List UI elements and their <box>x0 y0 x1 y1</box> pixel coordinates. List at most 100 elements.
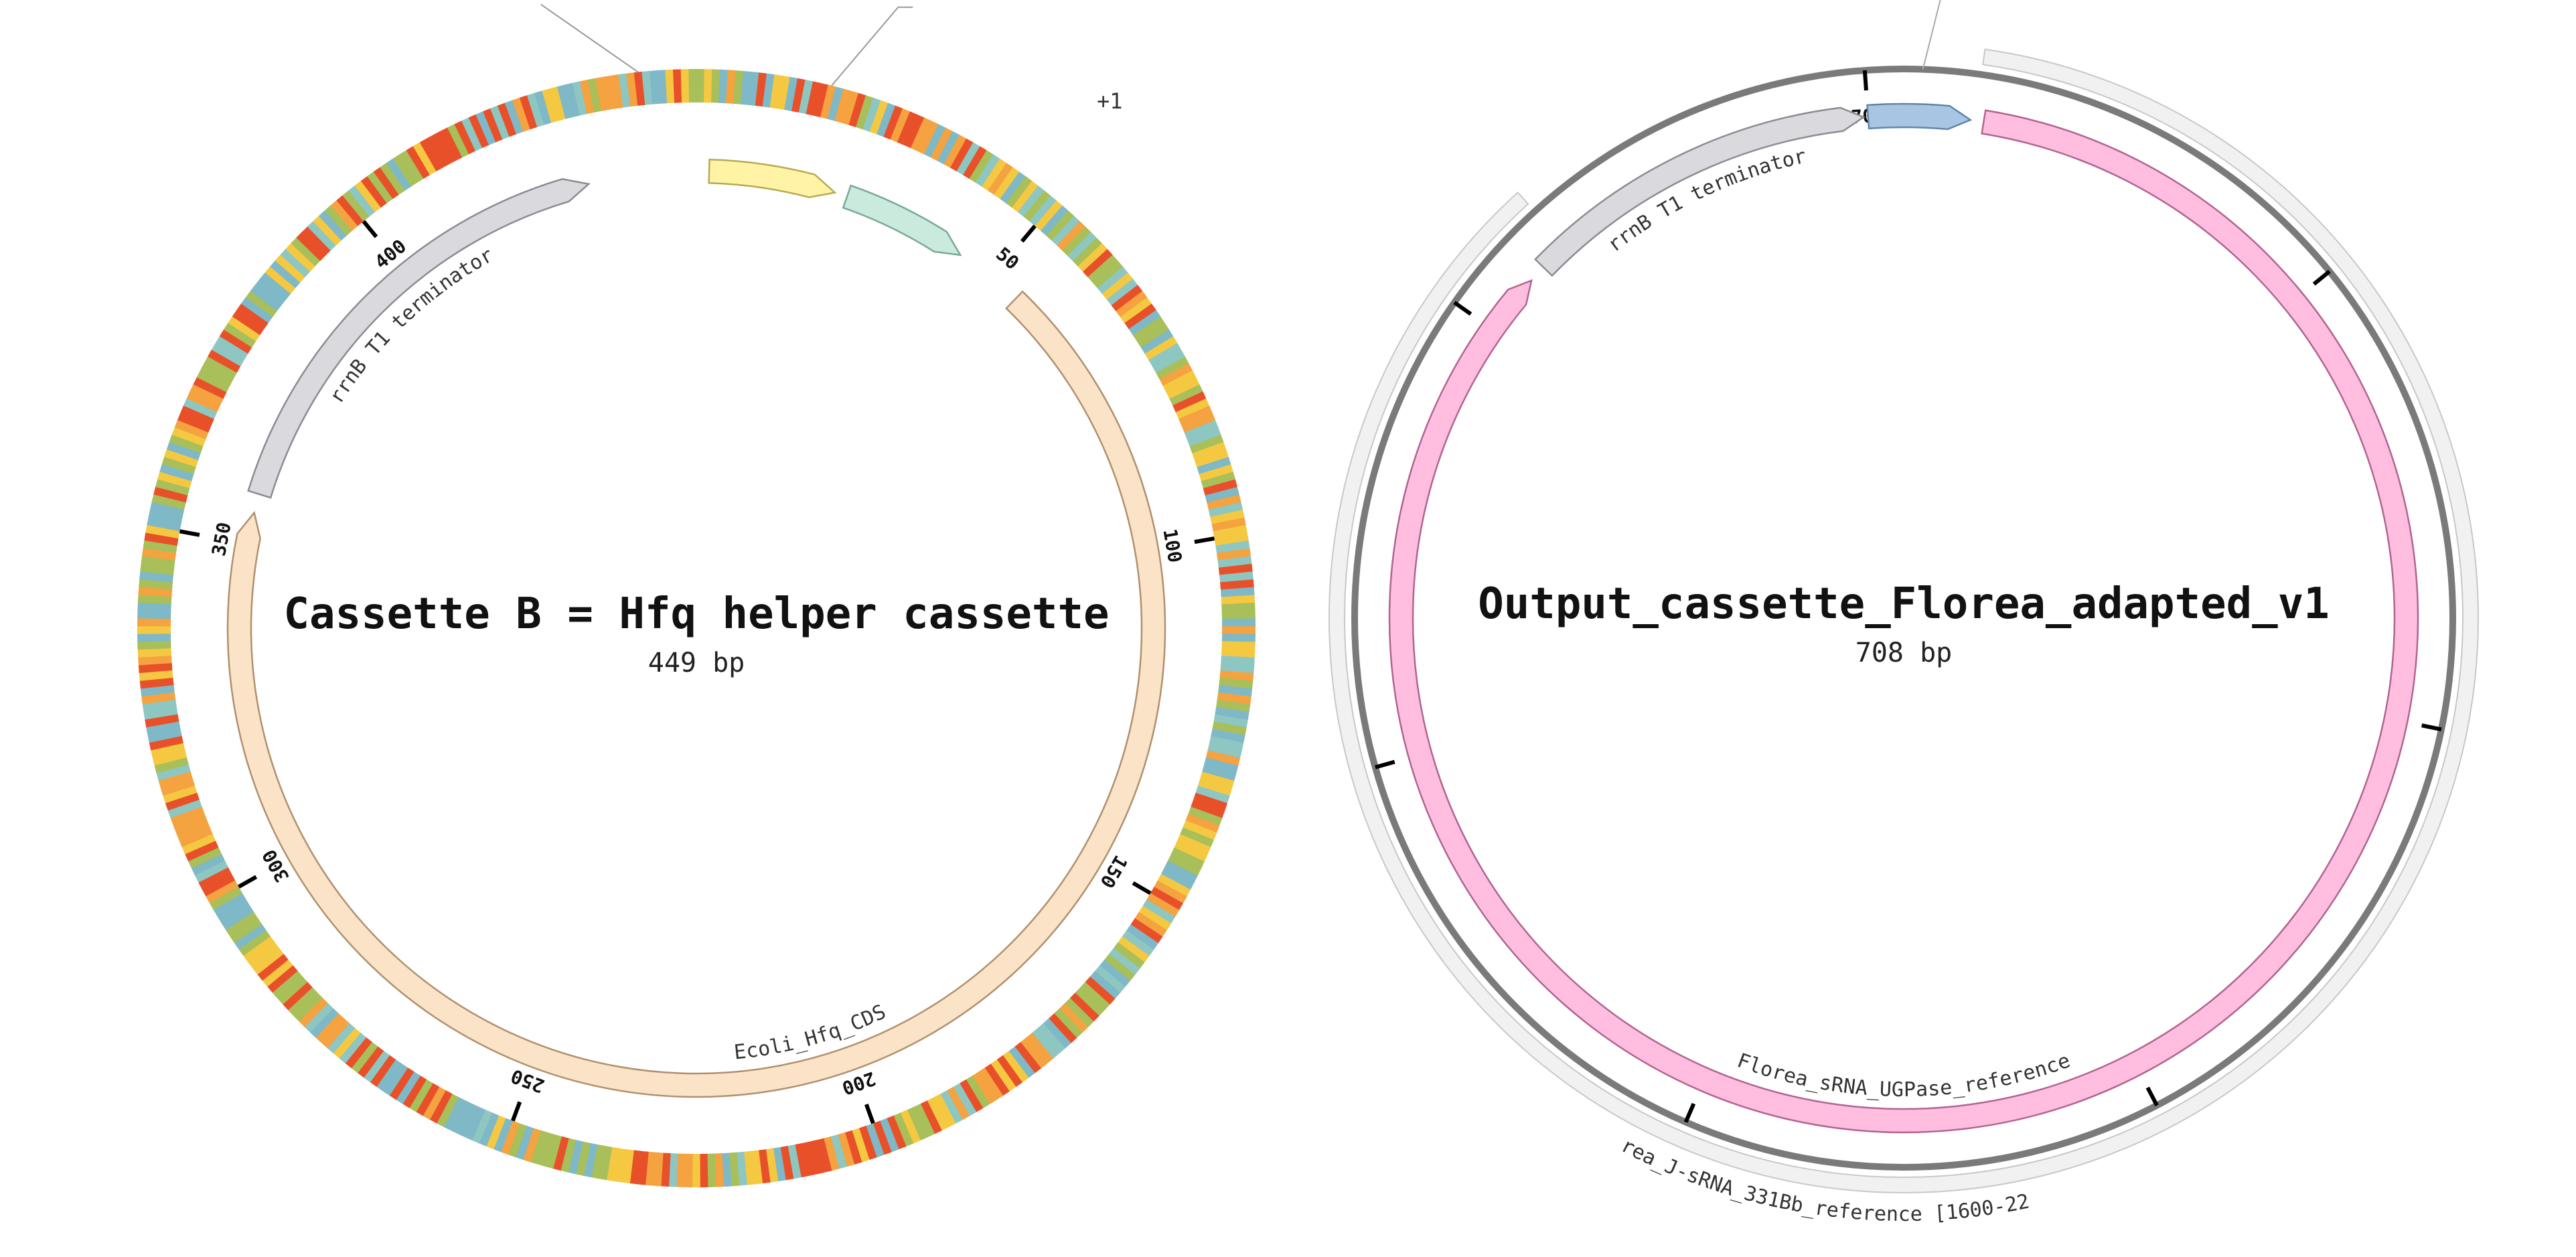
tick-mark <box>1194 536 1215 544</box>
base-segment <box>1213 525 1247 539</box>
tick-mark <box>179 529 200 537</box>
base-segment <box>733 70 744 104</box>
base-segment <box>522 1128 541 1163</box>
origin-label: +1 <box>1097 88 1123 114</box>
map-title: Output_cassette_Florea_adapted_v1 <box>1478 579 2330 629</box>
base-segment <box>966 1076 990 1109</box>
base-segment <box>610 74 624 109</box>
base-segment <box>1072 237 1103 267</box>
base-segment <box>158 771 193 789</box>
base-segment <box>363 1050 390 1083</box>
base-segment <box>809 1140 825 1175</box>
base-segment <box>221 905 254 930</box>
base-segment <box>834 88 852 123</box>
base-segment <box>978 1067 1004 1100</box>
base-segment <box>1211 517 1246 532</box>
base-segment <box>291 237 321 267</box>
base-segment <box>142 699 177 713</box>
base-segment <box>984 1063 1010 1096</box>
base-segment <box>1120 297 1152 323</box>
base-segment <box>1148 343 1182 367</box>
base-segment <box>149 502 185 517</box>
base-segment <box>416 1083 440 1116</box>
base-segment <box>177 412 212 433</box>
base-segment <box>1221 648 1256 658</box>
base-segment <box>692 1153 700 1187</box>
base-segment <box>143 706 178 720</box>
base-segment <box>703 69 713 103</box>
base-segment <box>166 441 201 461</box>
base-segment <box>155 479 190 496</box>
base-segment <box>330 200 359 231</box>
base-segment <box>1181 413 1216 433</box>
leader-line <box>1922 0 1941 70</box>
base-segment <box>1092 261 1124 289</box>
base-segment <box>440 127 463 161</box>
base-segment <box>304 1003 333 1033</box>
base-segment <box>714 1153 724 1187</box>
base-segment <box>225 911 258 937</box>
base-segment <box>230 917 262 944</box>
base-segment <box>202 873 236 897</box>
base-segment <box>718 69 729 104</box>
base-segment <box>429 1090 453 1124</box>
base-segment <box>519 95 538 130</box>
base-segment <box>187 846 222 869</box>
base-segment <box>886 1115 907 1150</box>
base-segment <box>138 655 172 666</box>
base-segment <box>178 826 213 847</box>
base-segment <box>137 594 172 605</box>
base-segment <box>913 1103 935 1138</box>
base-segment <box>370 1055 396 1088</box>
base-segment <box>956 142 981 175</box>
base-segment <box>1037 1023 1066 1054</box>
base-segment <box>900 1110 921 1144</box>
base-segment <box>443 1097 466 1131</box>
base-segment <box>568 1140 584 1175</box>
base-segment <box>241 297 273 323</box>
base-segment <box>1106 279 1138 306</box>
base-segment <box>1197 457 1231 475</box>
base-segment <box>170 806 205 826</box>
base-segment <box>262 959 293 987</box>
base-segment <box>137 617 171 627</box>
base-segment <box>1094 965 1126 993</box>
feature-arrow <box>708 158 837 198</box>
base-segment <box>1221 595 1256 605</box>
base-segment <box>354 180 382 212</box>
base-segment <box>380 162 406 195</box>
base-segment <box>367 171 394 204</box>
base-segment <box>798 79 814 115</box>
base-segment <box>1211 729 1245 743</box>
base-segment <box>275 254 306 283</box>
base-segment <box>729 1152 740 1187</box>
base-segment <box>1124 303 1157 329</box>
base-segment <box>433 131 457 165</box>
base-segment <box>196 370 230 392</box>
base-segment <box>137 633 171 642</box>
base-segment <box>137 609 171 619</box>
base-segment <box>209 886 243 910</box>
base-segment <box>1218 684 1253 697</box>
base-segment <box>990 1059 1016 1092</box>
base-segment <box>1201 471 1236 489</box>
base-segment <box>556 84 573 119</box>
base-segment <box>1172 391 1207 413</box>
base-segment <box>137 648 172 658</box>
base-segment <box>560 1138 577 1173</box>
base-segment <box>423 1086 446 1120</box>
base-segment <box>1048 1013 1077 1044</box>
base-segment <box>489 105 510 140</box>
base-segment <box>794 1142 810 1178</box>
base-segment <box>939 1090 963 1124</box>
base-segment <box>1194 449 1229 468</box>
base-segment <box>1183 820 1217 840</box>
base-segment <box>1130 917 1163 944</box>
tick-mark <box>1375 759 1395 769</box>
base-segment <box>769 74 783 109</box>
base-segment <box>1208 502 1243 518</box>
base-segment <box>1177 834 1211 855</box>
base-segment <box>1188 806 1223 826</box>
base-segment <box>333 1027 361 1059</box>
base-segment <box>204 356 238 380</box>
